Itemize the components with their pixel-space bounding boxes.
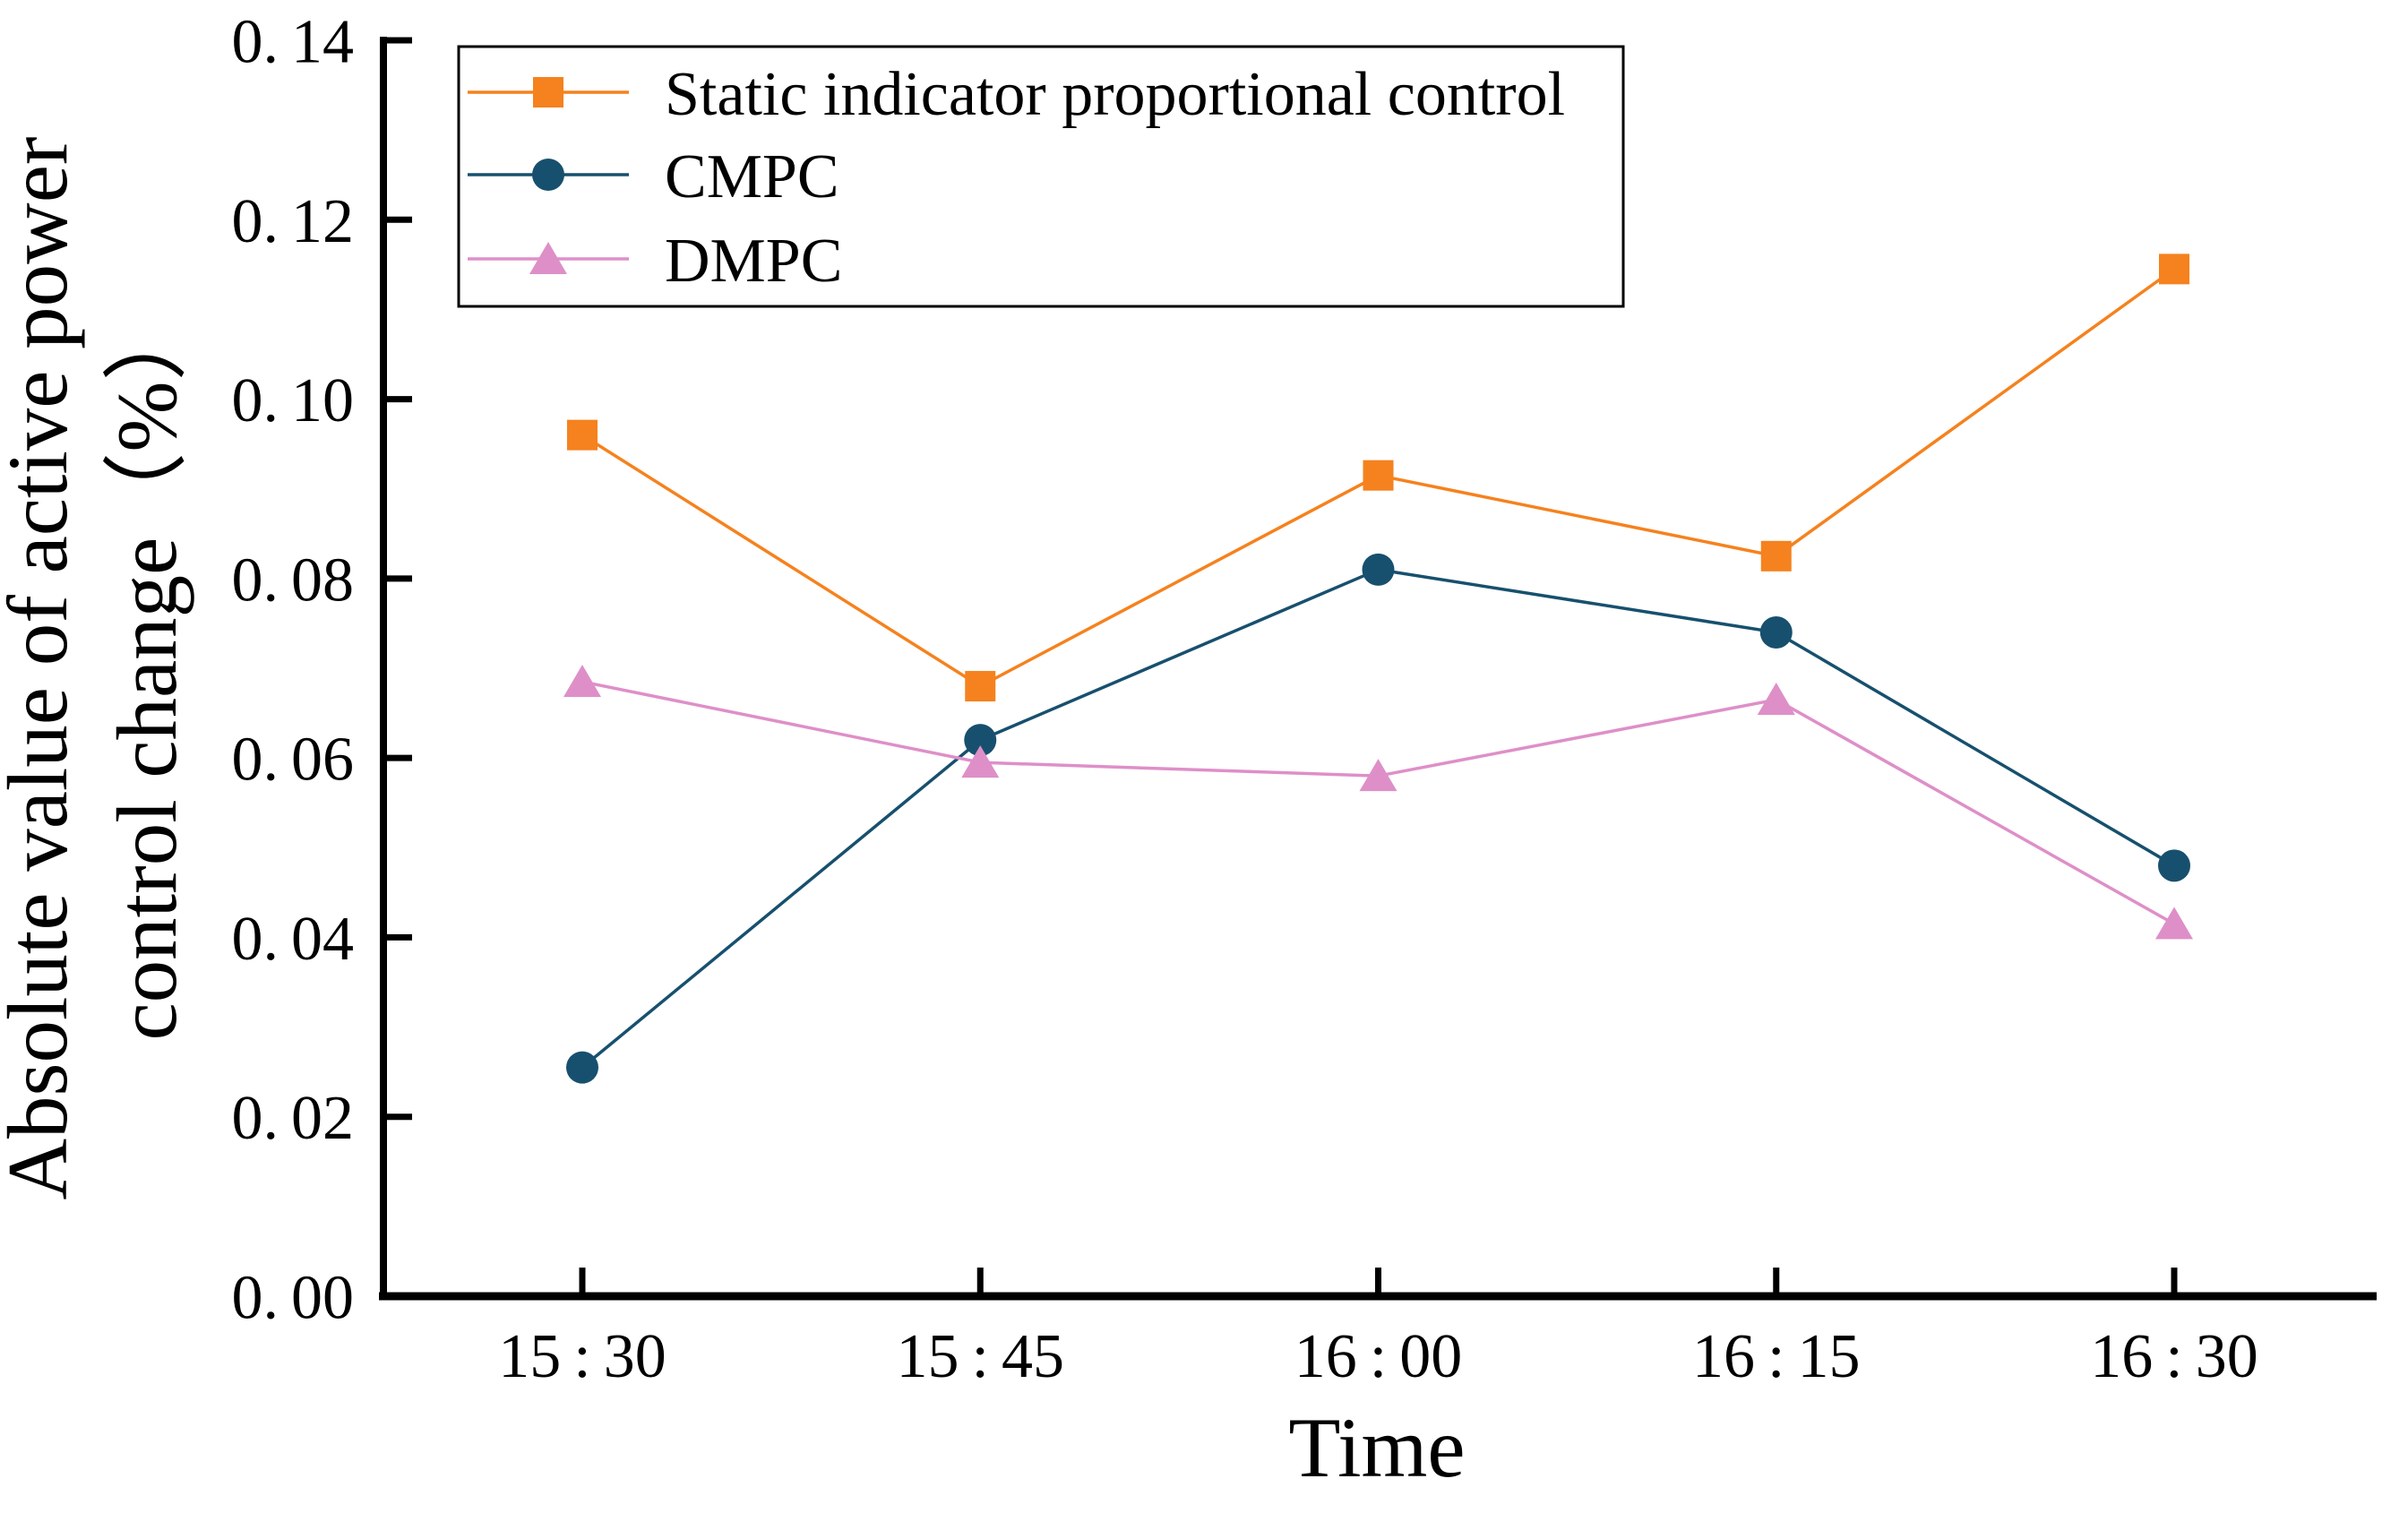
series-cmpc	[566, 553, 2190, 1084]
y-tick-label: 0. 08	[231, 546, 354, 615]
y-tick-label: 0. 12	[231, 187, 354, 256]
legend: Static indicator proportional control CM…	[457, 45, 1625, 308]
series-marker-dmpc	[2155, 907, 2193, 940]
series-plot-area	[563, 254, 2193, 1084]
series-marker-static-indicator-proportional-control	[1760, 540, 1792, 572]
series-dmpc	[563, 665, 2193, 940]
series-marker-cmpc	[566, 1051, 598, 1084]
series-marker-dmpc	[563, 665, 601, 698]
series-marker-cmpc	[2158, 849, 2190, 882]
legend-swatch-marker-triangle	[529, 242, 567, 274]
axes: 0. 00 0. 02 0. 04 0. 06 0. 08 0. 10 0. 12 0. 14…	[231, 8, 2377, 1391]
series-marker-cmpc	[1759, 615, 1793, 649]
x-tick-label: 16 : 00	[1294, 1322, 1462, 1391]
series-marker-dmpc	[1757, 683, 1795, 716]
legend-swatches	[468, 77, 629, 274]
series-line-dmpc	[581, 680, 2175, 925]
series-marker-static-indicator-proportional-control	[1363, 460, 1394, 491]
series-marker-static-indicator-proportional-control	[965, 671, 996, 702]
series-marker-dmpc	[961, 745, 1000, 778]
series-line-cmpc	[580, 568, 2175, 1069]
x-axis-title: Time	[1288, 1400, 1465, 1495]
x-tick-label: 16 : 30	[2090, 1322, 2258, 1391]
series-marker-static-indicator-proportional-control	[567, 419, 598, 451]
y-tick-label: 0. 00	[231, 1264, 354, 1333]
series-marker-cmpc	[1362, 553, 1395, 586]
legend-swatch-marker-circle	[532, 159, 564, 191]
y-tick-label: 0. 10	[231, 366, 354, 435]
legend-label-static-indicator-proportional-control: Static indicator proportional control	[665, 60, 1565, 129]
legend-swatch-marker-square	[533, 77, 563, 107]
y-tick-label: 0. 04	[231, 905, 354, 974]
x-tick-label: 15 : 30	[498, 1322, 666, 1391]
series-marker-cmpc	[964, 724, 997, 757]
legend-box	[457, 45, 1625, 308]
y-tick-label: 0. 14	[231, 8, 354, 77]
series-marker-dmpc	[1359, 759, 1398, 792]
series-marker-static-indicator-proportional-control	[2159, 254, 2189, 285]
y-tick-label: 0. 06	[231, 726, 354, 795]
legend-label-dmpc: DMPC	[665, 227, 842, 296]
x-tick-label: 15 : 45	[897, 1322, 1064, 1391]
series-static-indicator-proportional-control	[567, 254, 2189, 702]
legend-label-cmpc: CMPC	[665, 142, 839, 211]
x-tick-label: 16 : 15	[1692, 1322, 1860, 1391]
y-tick-label: 0. 02	[231, 1084, 354, 1153]
y-axis-title-line2: control change（%）	[99, 297, 194, 1041]
y-axis-title-line1: Absolute value of active power	[0, 136, 85, 1199]
